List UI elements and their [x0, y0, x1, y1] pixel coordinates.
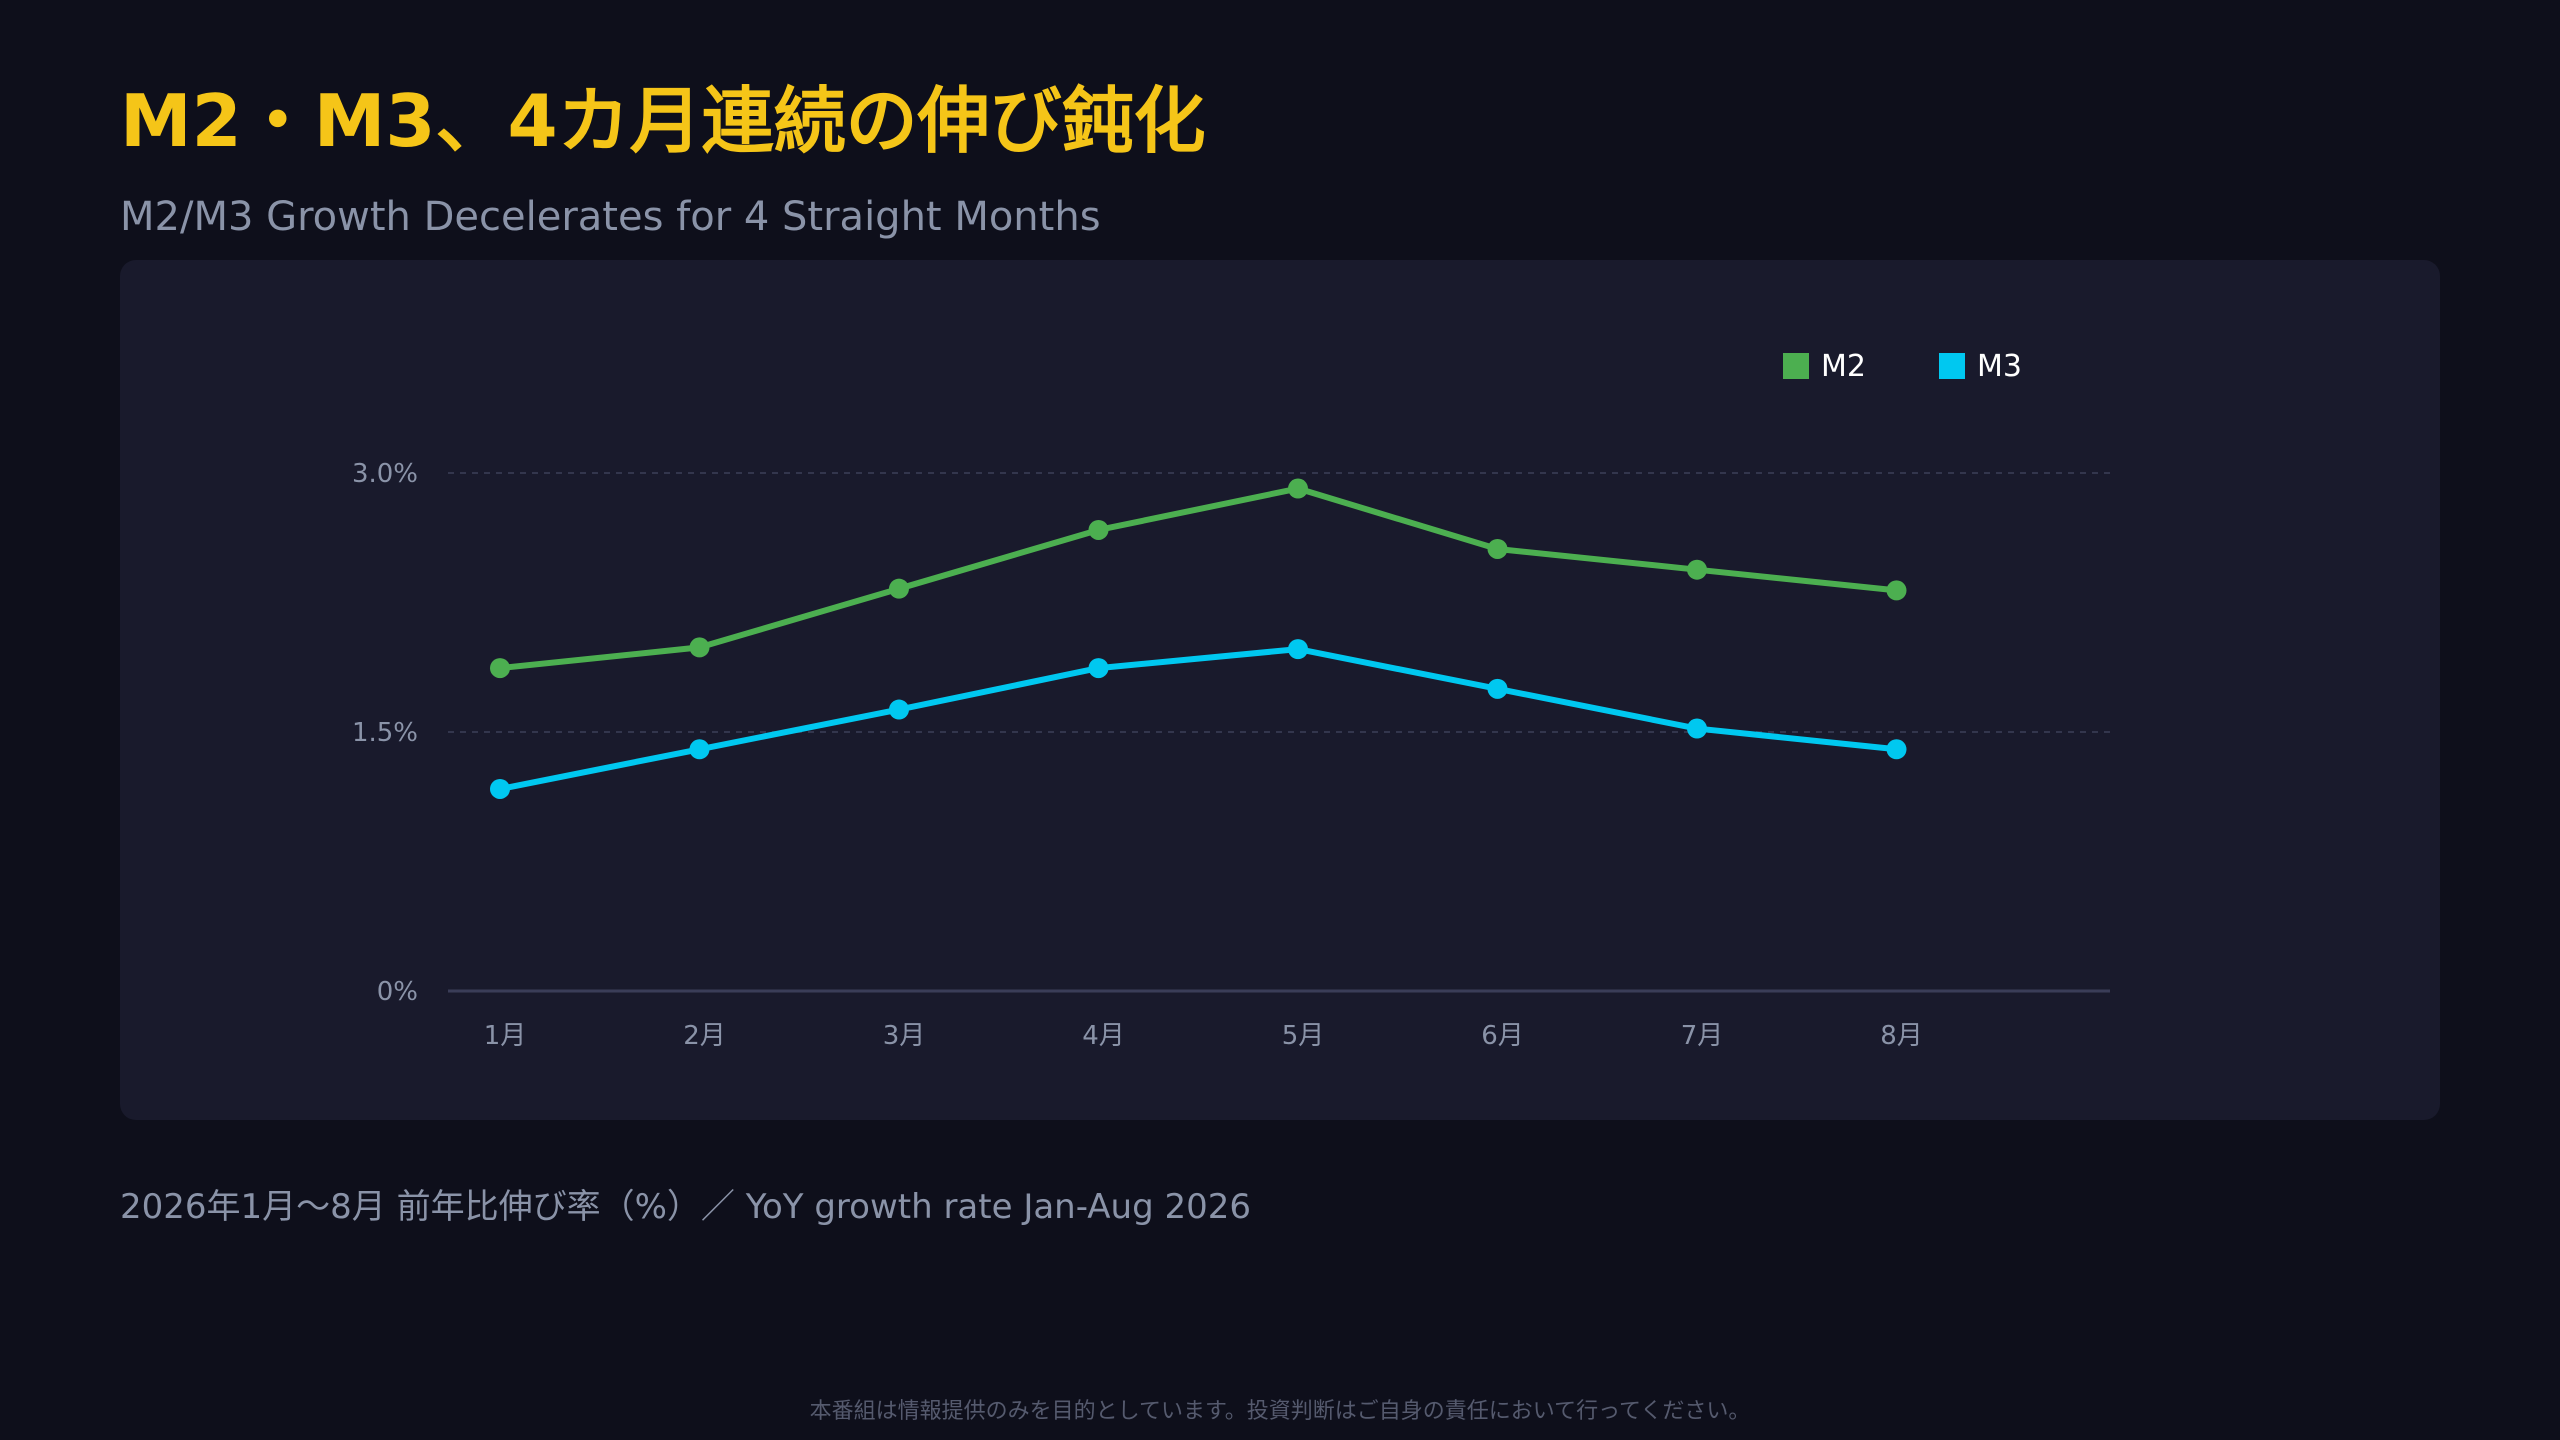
data-note: 2026年1月〜8月 前年比伸び率（%）／ YoY growth rate Ja…: [120, 1187, 1251, 1227]
x-tick-label: 7月: [1681, 1021, 1724, 1051]
data-point-m2: [1687, 559, 1707, 580]
series-line-m3: [497, 646, 1900, 792]
y-tick-label: 1.5%: [352, 718, 418, 748]
data-point-m3: [1886, 739, 1907, 760]
data-point-m3: [1687, 718, 1707, 739]
data-point-m3: [1487, 678, 1508, 699]
line-chart: 0% 1.5% 3.0% 1月 2月 3月 4月 5月 6月 7月 8月 M2 M3: [352, 349, 2110, 1051]
data-point-m2: [1886, 580, 1907, 601]
page-subtitle: M2/M3 Growth Decelerates for 4 Straight …: [120, 194, 1101, 240]
data-point-m3: [1288, 639, 1308, 660]
data-point-m2: [689, 637, 710, 658]
legend-label-m2: M2: [1821, 349, 1866, 384]
x-tick-label: 5月: [1282, 1021, 1325, 1051]
data-point-m2: [1288, 478, 1308, 499]
legend-swatch-m2: [1783, 353, 1809, 379]
data-point-m3: [689, 739, 710, 760]
series-line-m2: [497, 485, 1900, 672]
data-point-m2: [1088, 519, 1109, 540]
data-point-m3: [490, 778, 510, 799]
y-tick-label: 3.0%: [352, 459, 418, 489]
x-tick-label: 4月: [1082, 1021, 1125, 1051]
legend-label-m3: M3: [1977, 349, 2022, 384]
x-tick-label: 2月: [683, 1021, 726, 1051]
data-point-m3: [889, 699, 909, 720]
page-title: M2・M3、4カ月連続の伸び鈍化: [120, 79, 1206, 163]
data-point-m2: [490, 658, 510, 679]
x-tick-label: 3月: [883, 1021, 926, 1051]
x-tick-label: 1月: [484, 1021, 527, 1051]
data-point-m2: [1487, 538, 1508, 559]
x-tick-label: 6月: [1481, 1021, 1524, 1051]
legend-swatch-m3: [1939, 353, 1965, 379]
chart-panel: 0% 1.5% 3.0% 1月 2月 3月 4月 5月 6月 7月 8月 M2 M3: [120, 260, 2440, 1120]
y-tick-label: 0%: [377, 977, 418, 1007]
x-tick-label: 8月: [1880, 1021, 1923, 1051]
data-point-m2: [889, 578, 909, 599]
data-point-m3: [1088, 658, 1109, 679]
disclaimer: 本番組は情報提供のみを目的としています。投資判断はご自身の責任において行ってくだ…: [809, 1399, 1751, 1424]
